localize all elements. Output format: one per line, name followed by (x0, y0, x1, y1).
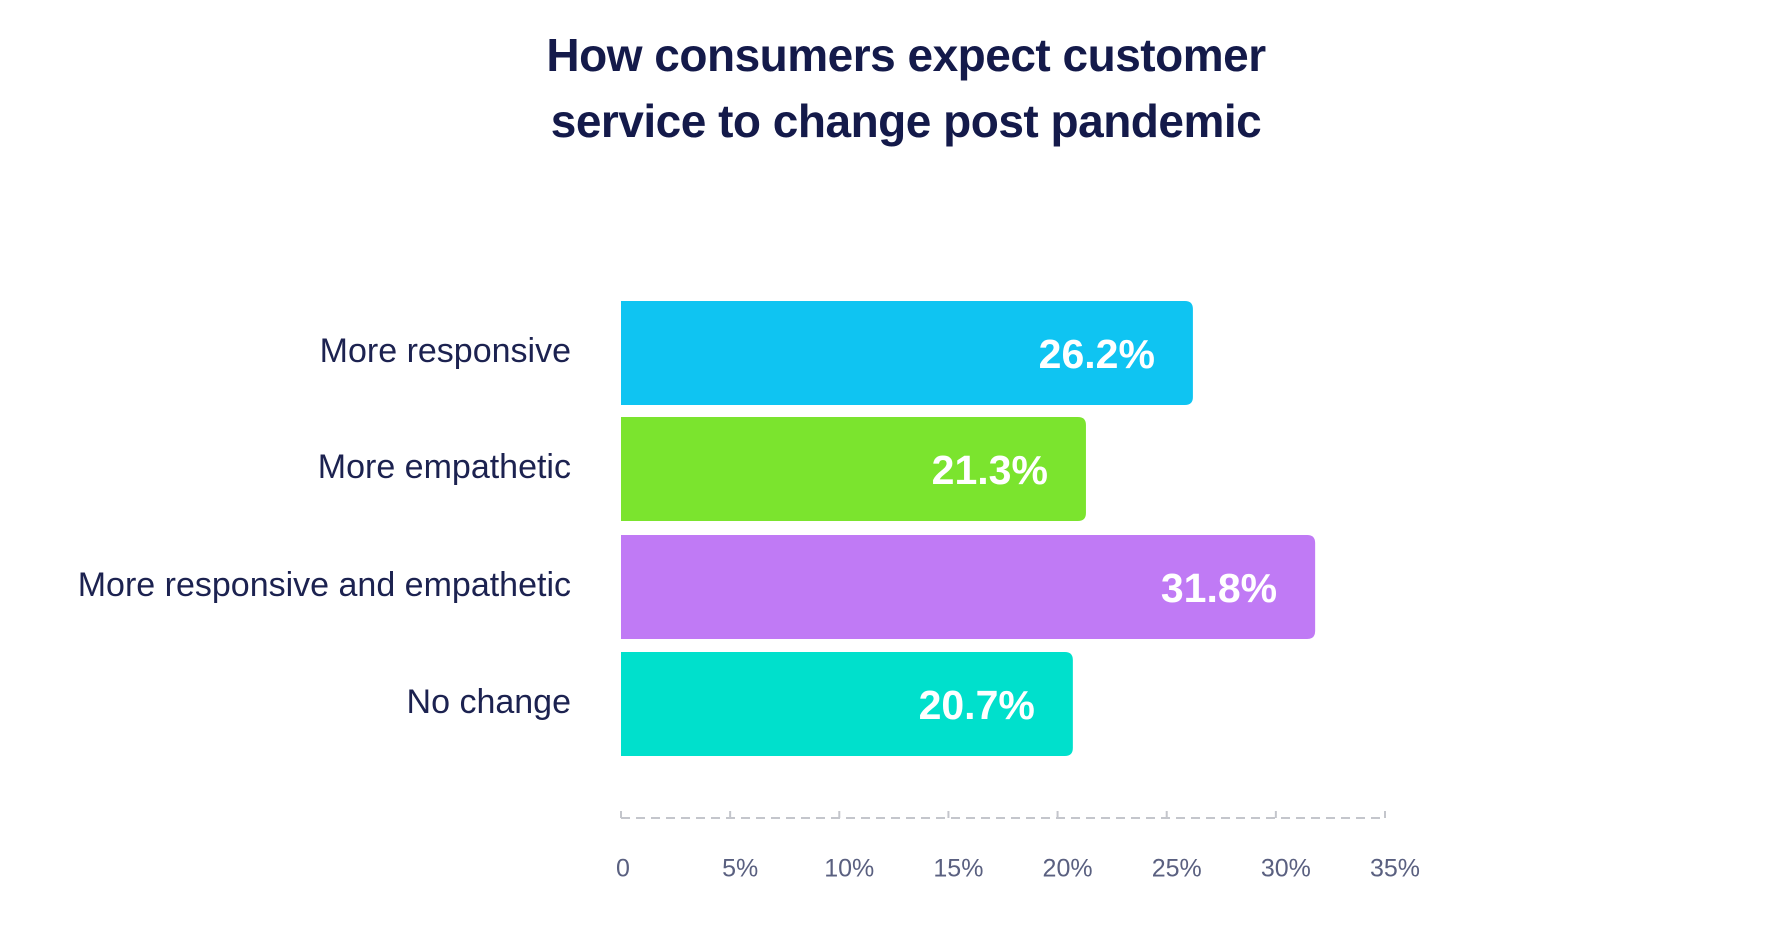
value-label: 21.3% (932, 447, 1048, 493)
bar (621, 301, 1193, 405)
x-tick-label: 0 (616, 855, 630, 883)
x-tick-label: 30% (1261, 855, 1311, 883)
chart-title-line: How consumers expect customer (546, 29, 1266, 81)
x-tick-label: 35% (1370, 855, 1420, 883)
value-label: 31.8% (1161, 565, 1277, 611)
category-label: No change (407, 683, 571, 721)
x-tick-label: 25% (1152, 855, 1202, 883)
category-label: More responsive (320, 332, 571, 370)
category-label: More responsive and empathetic (78, 566, 571, 604)
x-tick-label: 5% (722, 855, 758, 883)
x-tick-label: 15% (933, 855, 983, 883)
x-tick-label: 20% (1043, 855, 1093, 883)
chart-title-line: service to change post pandemic (550, 95, 1262, 147)
chart-title: How consumers expect customer service to… (0, 22, 1779, 154)
value-label: 20.7% (919, 682, 1035, 728)
bar (621, 417, 1086, 521)
value-label: 26.2% (1039, 331, 1155, 377)
bar (621, 535, 1316, 639)
x-tick-label: 10% (824, 855, 874, 883)
category-label: More empathetic (318, 448, 571, 486)
bar (621, 652, 1073, 756)
